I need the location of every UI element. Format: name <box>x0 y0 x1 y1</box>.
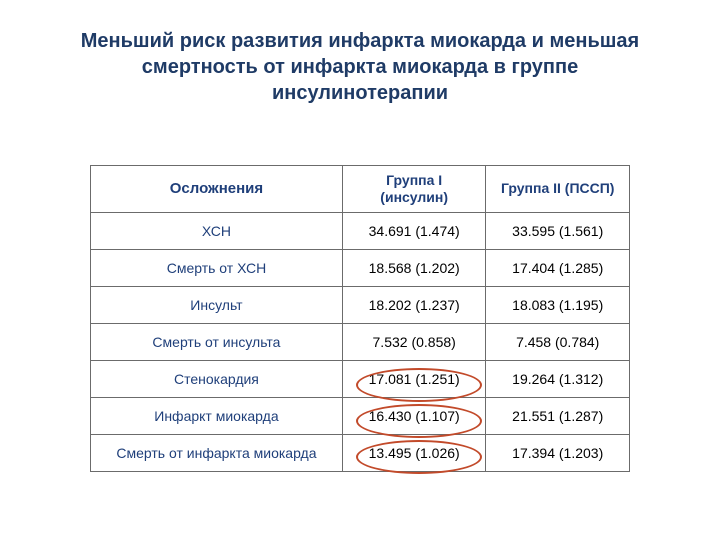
table-row: ХСН 34.691 (1.474) 33.595 (1.561) <box>91 212 630 249</box>
row-g2: 7.458 (0.784) <box>486 323 630 360</box>
table-row: Инфаркт миокарда 16.430 (1.107) 21.551 (… <box>91 397 630 434</box>
col-header-group1: Группа I (инсулин) <box>342 166 486 213</box>
table-row: Стенокардия 17.081 (1.251) 19.264 (1.312… <box>91 360 630 397</box>
row-g1: 17.081 (1.251) <box>342 360 486 397</box>
row-g1: 13.495 (1.026) <box>342 434 486 471</box>
col-header-complication: Осложнения <box>91 166 343 213</box>
table-row: Смерть от инсульта 7.532 (0.858) 7.458 (… <box>91 323 630 360</box>
row-g2: 21.551 (1.287) <box>486 397 630 434</box>
row-name: Инфаркт миокарда <box>91 397 343 434</box>
table-row: Смерть от инфаркта миокарда 13.495 (1.02… <box>91 434 630 471</box>
row-g2: 18.083 (1.195) <box>486 286 630 323</box>
row-g2: 19.264 (1.312) <box>486 360 630 397</box>
col-header-group2: Группа II (ПССП) <box>486 166 630 213</box>
row-name: Стенокардия <box>91 360 343 397</box>
row-g1: 7.532 (0.858) <box>342 323 486 360</box>
page-title: Меньший риск развития инфаркта миокарда … <box>60 28 660 106</box>
row-g2: 17.394 (1.203) <box>486 434 630 471</box>
table-container: Осложнения Группа I (инсулин) Группа II … <box>90 165 630 472</box>
table-row: Инсульт 18.202 (1.237) 18.083 (1.195) <box>91 286 630 323</box>
row-name: ХСН <box>91 212 343 249</box>
row-name: Смерть от инфаркта миокарда <box>91 434 343 471</box>
slide: Меньший риск развития инфаркта миокарда … <box>0 0 720 540</box>
row-g2: 17.404 (1.285) <box>486 249 630 286</box>
row-g1: 18.568 (1.202) <box>342 249 486 286</box>
row-name: Смерть от инсульта <box>91 323 343 360</box>
table-row: Смерть от ХСН 18.568 (1.202) 17.404 (1.2… <box>91 249 630 286</box>
row-name: Инсульт <box>91 286 343 323</box>
row-g2: 33.595 (1.561) <box>486 212 630 249</box>
table-header-row: Осложнения Группа I (инсулин) Группа II … <box>91 166 630 213</box>
row-g1: 16.430 (1.107) <box>342 397 486 434</box>
row-g1: 34.691 (1.474) <box>342 212 486 249</box>
row-name: Смерть от ХСН <box>91 249 343 286</box>
complications-table: Осложнения Группа I (инсулин) Группа II … <box>90 165 630 472</box>
row-g1: 18.202 (1.237) <box>342 286 486 323</box>
